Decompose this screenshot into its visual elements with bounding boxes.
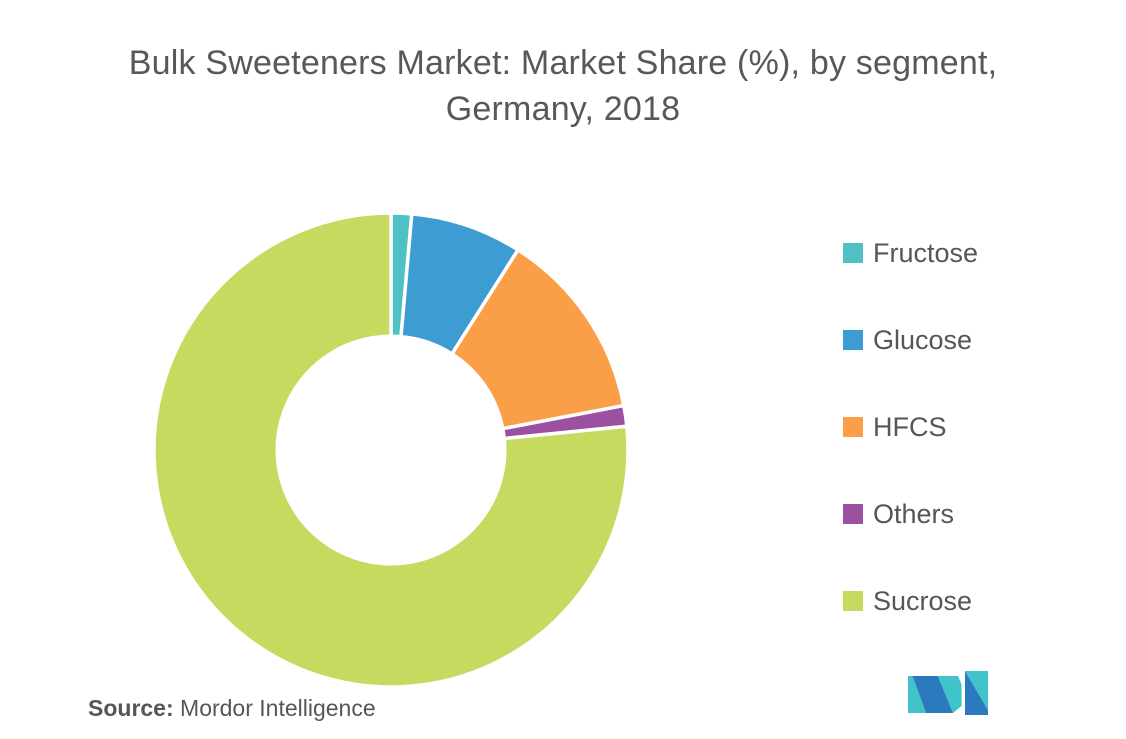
donut-chart <box>152 211 630 689</box>
legend-label: Others <box>873 498 955 529</box>
legend-item-fructose: Fructose <box>843 238 978 268</box>
legend-item-glucose: Glucose <box>843 325 978 355</box>
legend-label: Fructose <box>873 237 979 268</box>
logo-shape-teal-bar <box>965 671 988 710</box>
legend-swatch <box>843 417 863 437</box>
logo-shape-teal-left <box>908 676 926 713</box>
legend-label: Glucose <box>873 324 973 355</box>
legend-swatch <box>843 591 863 611</box>
donut-slice-sucrose <box>152 211 630 689</box>
legend-item-hfcs: HFCS <box>843 412 978 442</box>
legend-item-others: Others <box>843 499 978 529</box>
logo-shape-blue-bar <box>965 671 988 715</box>
source-note: Source: Mordor Intelligence <box>88 695 376 722</box>
mordor-intelligence-logo <box>908 671 988 715</box>
legend: Fructose Glucose HFCS Others Sucrose <box>843 238 978 677</box>
legend-swatch <box>843 504 863 524</box>
logo-shape-teal-mid <box>938 676 962 713</box>
chart-title: Bulk Sweeteners Market: Market Share (%)… <box>0 40 1126 132</box>
legend-swatch <box>843 243 863 263</box>
source-label: Source: <box>88 695 174 721</box>
legend-item-sucrose: Sucrose <box>843 586 978 616</box>
legend-swatch <box>843 330 863 350</box>
chart-title-line-1: Bulk Sweeteners Market: Market Share (%)… <box>128 44 998 82</box>
chart-title-line-2: Germany, 2018 <box>445 90 681 128</box>
donut-slice-hfcs <box>450 248 626 431</box>
legend-label: Sucrose <box>873 585 973 616</box>
legend-label: HFCS <box>873 411 947 442</box>
source-name: Mordor Intelligence <box>180 695 376 721</box>
logo-shape-blue-m <box>912 676 953 713</box>
